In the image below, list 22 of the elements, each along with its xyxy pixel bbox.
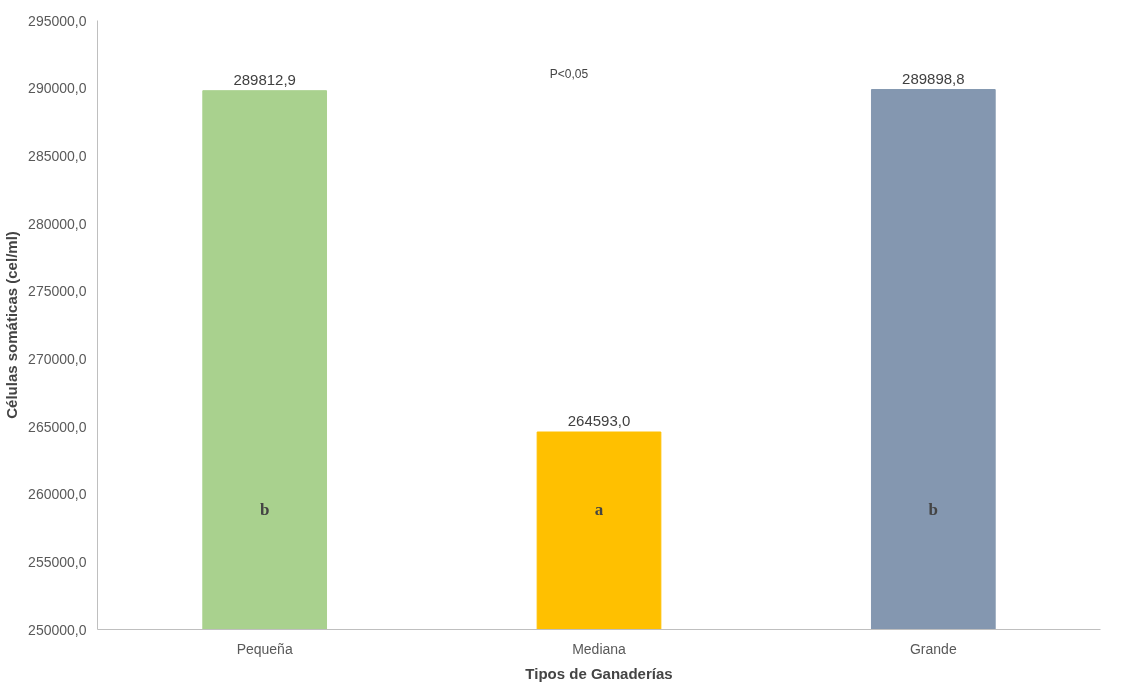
- x-tick-label: Pequeña: [236, 640, 293, 657]
- annotation: b: [928, 500, 939, 519]
- x-tick-label: Mediana: [572, 640, 627, 657]
- y-tick-label: 250000,0: [28, 621, 87, 638]
- y-axis-title: Células somáticas (cel/ml): [3, 231, 21, 419]
- x-axis-title: Tipos de Ganaderías: [525, 664, 673, 682]
- y-tick-label: 275000,0: [28, 283, 87, 300]
- y-tick-label: 260000,0: [28, 486, 87, 503]
- y-tick-label: 280000,0: [28, 215, 87, 232]
- data-label: 289898,8: [902, 69, 965, 87]
- annotation: b: [259, 500, 270, 519]
- y-tick-label: 270000,0: [28, 350, 87, 367]
- y-tick-label: 295000,0: [28, 12, 87, 29]
- annotation: P<0,05: [549, 66, 589, 81]
- y-tick-label: 255000,0: [28, 553, 87, 570]
- data-label: 264593,0: [567, 412, 631, 430]
- annotation: a: [594, 500, 604, 519]
- y-tick-label: 290000,0: [28, 80, 87, 97]
- data-label: 289812,9: [233, 70, 296, 88]
- y-tick-label: 285000,0: [28, 147, 87, 164]
- x-tick-label: Grande: [909, 640, 957, 657]
- y-tick-label: 265000,0: [28, 418, 87, 435]
